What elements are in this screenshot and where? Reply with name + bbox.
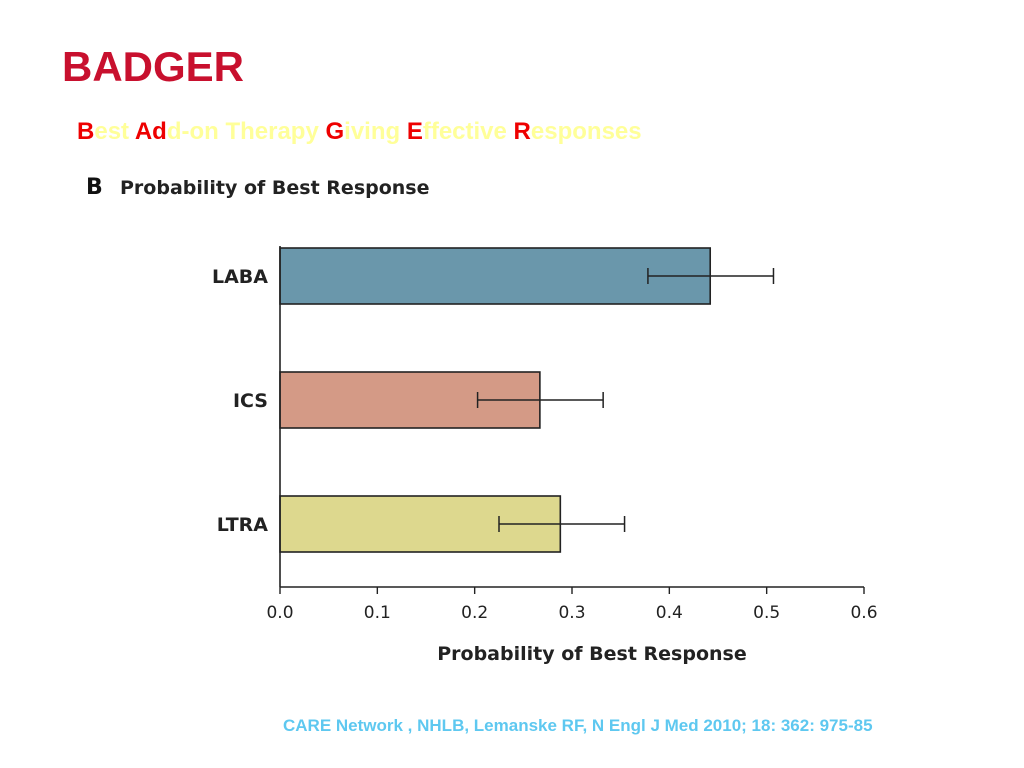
category-label-laba: LABA xyxy=(212,266,268,288)
x-tick-label: 0.1 xyxy=(364,603,391,623)
chart-title: Probability of Best Response xyxy=(120,177,430,199)
acronym-word-rest: d-on Therapy xyxy=(166,118,326,145)
acronym-letter: Ad xyxy=(134,118,167,145)
x-tick-label: 0.0 xyxy=(266,603,293,623)
x-tick-label: 0.5 xyxy=(753,603,780,623)
x-axis-label: Probability of Best Response xyxy=(437,643,747,665)
x-tick-label: 0.2 xyxy=(461,603,488,623)
acronym-expansion: Best Add-on Therapy Giving Effective Res… xyxy=(77,118,642,146)
slide-title: BADGER xyxy=(62,43,245,90)
category-label-ics: ICS xyxy=(233,390,268,412)
acronym-word-rest: ffective xyxy=(422,118,514,145)
acronym-letter: B xyxy=(77,118,95,145)
acronym-word-rest: esponses xyxy=(530,118,642,145)
acronym-letter: E xyxy=(406,118,423,145)
x-tick-label: 0.6 xyxy=(850,603,877,623)
acronym-word-rest: est xyxy=(94,118,135,145)
category-label-ltra: LTRA xyxy=(217,514,269,536)
citation: CARE Network , NHLB, Lemanske RF, N Engl… xyxy=(283,716,873,735)
bar-laba xyxy=(279,247,712,305)
x-tick-label: 0.4 xyxy=(656,603,683,623)
x-tick-label: 0.3 xyxy=(558,603,585,623)
acronym-letter: G xyxy=(325,118,345,145)
acronym-word-rest: iving xyxy=(344,118,407,145)
panel-label: B xyxy=(86,175,103,200)
acronym-letter: R xyxy=(513,118,531,145)
